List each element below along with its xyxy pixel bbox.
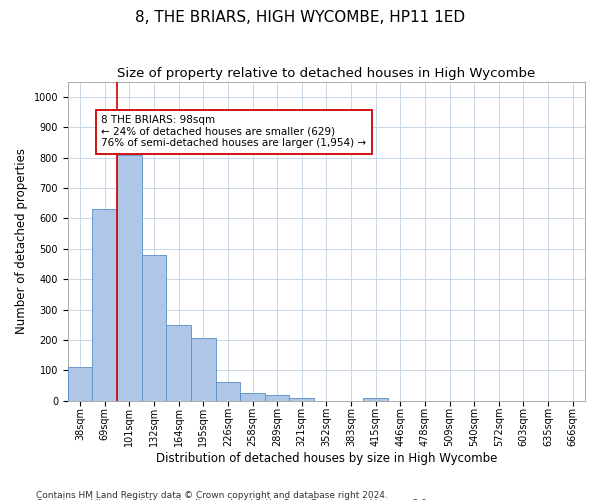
- Text: Contains public sector information licensed under the Open Government Licence v3: Contains public sector information licen…: [36, 499, 430, 500]
- Bar: [240, 393, 265, 400]
- Bar: [117, 154, 142, 400]
- Bar: [92, 210, 117, 400]
- Bar: [68, 368, 92, 400]
- Text: Contains HM Land Registry data © Crown copyright and database right 2024.: Contains HM Land Registry data © Crown c…: [36, 490, 388, 500]
- Y-axis label: Number of detached properties: Number of detached properties: [15, 148, 28, 334]
- Bar: [166, 324, 191, 400]
- Bar: [215, 382, 240, 400]
- Title: Size of property relative to detached houses in High Wycombe: Size of property relative to detached ho…: [117, 68, 536, 80]
- Bar: [142, 255, 166, 400]
- Bar: [265, 395, 289, 400]
- X-axis label: Distribution of detached houses by size in High Wycombe: Distribution of detached houses by size …: [156, 452, 497, 465]
- Bar: [364, 398, 388, 400]
- Text: 8, THE BRIARS, HIGH WYCOMBE, HP11 1ED: 8, THE BRIARS, HIGH WYCOMBE, HP11 1ED: [135, 10, 465, 25]
- Text: 8 THE BRIARS: 98sqm
← 24% of detached houses are smaller (629)
76% of semi-detac: 8 THE BRIARS: 98sqm ← 24% of detached ho…: [101, 115, 367, 148]
- Bar: [191, 338, 215, 400]
- Bar: [289, 398, 314, 400]
